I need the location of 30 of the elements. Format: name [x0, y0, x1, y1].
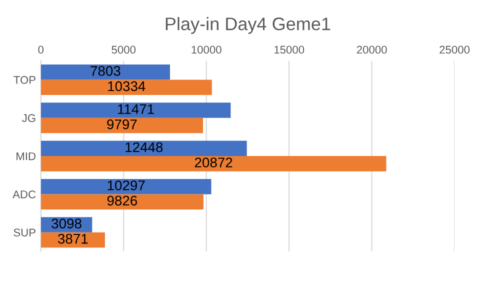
data-label: 10334: [108, 81, 146, 92]
bar: [40, 194, 204, 210]
chart-title: Play-in Day4 Geme1: [166, 17, 330, 34]
data-label: 3098: [52, 218, 82, 228]
data-label: 3871: [58, 234, 88, 244]
data-label: 7803: [90, 66, 120, 76]
x-tick-label: 0: [38, 46, 44, 54]
y-tick-label: MID: [16, 152, 36, 160]
bar: [40, 80, 212, 96]
bar: [40, 64, 170, 80]
data-label: 10297: [108, 180, 145, 190]
y-tick-label: ADC: [12, 190, 36, 198]
bar: [40, 140, 247, 156]
bar: [40, 102, 231, 118]
x-tick-label: 25000: [440, 46, 470, 54]
data-label: 9826: [107, 196, 138, 206]
data-label: 9797: [107, 119, 137, 130]
bar: [40, 156, 386, 172]
x-tick-label: 5000: [112, 46, 136, 54]
bar: [40, 178, 212, 194]
y-tick-label: TOP: [14, 76, 36, 84]
data-label: 12448: [126, 142, 163, 152]
y-tick-label: SUP: [14, 228, 36, 236]
x-tick-label: 10000: [192, 46, 222, 54]
y-tick-label: JG: [22, 114, 36, 122]
x-tick-label: 15000: [274, 46, 304, 54]
data-label: 20872: [194, 158, 232, 168]
bar: [40, 118, 203, 134]
data-label: 11471: [118, 104, 154, 114]
x-tick-label: 20000: [356, 46, 387, 54]
